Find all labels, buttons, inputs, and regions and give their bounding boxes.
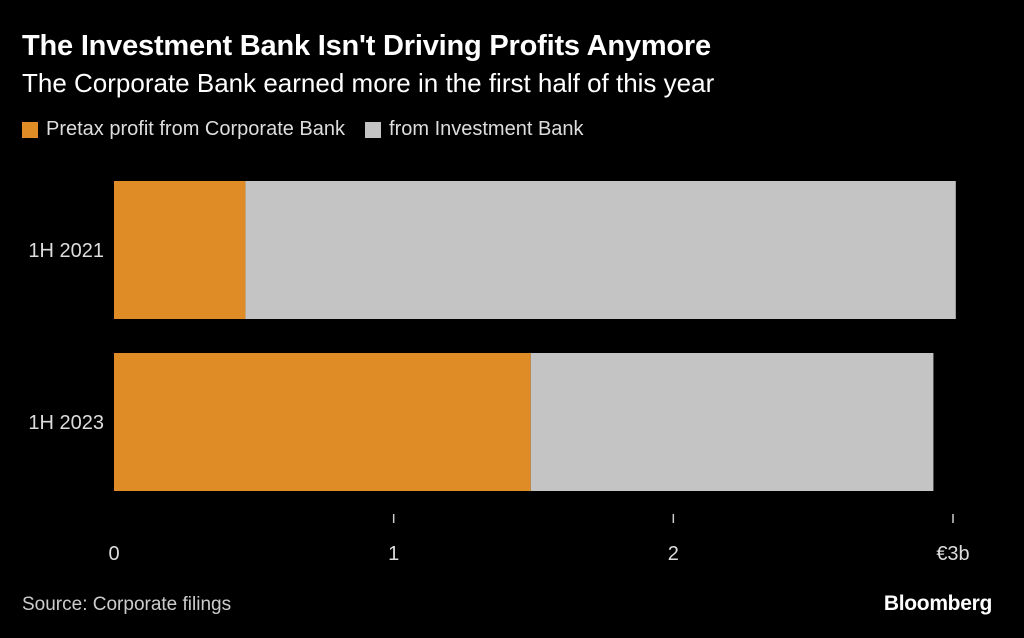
legend: Pretax profit from Corporate Bank from I… <box>22 118 604 141</box>
category-label: 1H 2023 <box>28 412 104 434</box>
legend-item-corporate-bank: Pretax profit from Corporate Bank <box>22 118 345 141</box>
bar-corporate-bank-1h-2023 <box>114 353 531 491</box>
chart-subtitle: The Corporate Bank earned more in the fi… <box>22 68 715 98</box>
legend-swatch-corporate-bank <box>22 121 38 138</box>
category-label: 1H 2021 <box>28 240 104 262</box>
legend-swatch-investment-bank <box>365 121 382 138</box>
legend-item-investment-bank: from Investment Bank <box>365 118 584 141</box>
x-tick-label: 1 <box>388 543 399 565</box>
legend-label-corporate-bank: Pretax profit from Corporate Bank <box>46 118 346 140</box>
chart-title: The Investment Bank Isn't Driving Profit… <box>22 30 711 62</box>
bloomberg-logo: Bloomberg <box>883 592 992 615</box>
legend-label-investment-bank: from Investment Bank <box>389 118 584 140</box>
bar-investment-bank-1h-2023 <box>530 353 934 491</box>
x-tick-label: €3b <box>936 543 969 565</box>
bar-corporate-bank-1h-2021 <box>114 181 246 319</box>
bar-investment-bank-1h-2021 <box>245 181 956 319</box>
x-tick-label: 2 <box>668 543 679 565</box>
x-tick-label: 0 <box>108 543 119 565</box>
source-note: Source: Corporate filings <box>22 594 232 615</box>
